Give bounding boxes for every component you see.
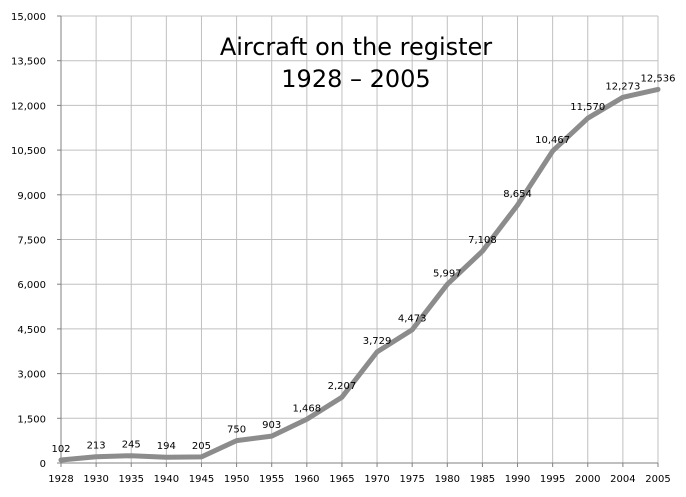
- x-tick-label: 1940: [154, 474, 179, 485]
- x-tick-label: 1965: [329, 474, 354, 485]
- data-label: 7,108: [468, 235, 497, 246]
- data-label: 2,207: [328, 381, 357, 392]
- chart-title: Aircraft on the register: [220, 33, 492, 61]
- x-tick-label: 1990: [505, 474, 530, 485]
- data-label: 750: [227, 425, 246, 436]
- y-tick-label: 1,500: [17, 414, 46, 425]
- x-tick-label: 1970: [364, 474, 389, 485]
- data-label: 102: [51, 444, 70, 455]
- axes: [57, 15, 659, 467]
- y-tick-label: 13,500: [11, 57, 46, 68]
- x-tick-label: 1985: [470, 474, 495, 485]
- x-tick-label: 1960: [294, 474, 319, 485]
- y-tick-labels: 0 1,500 3,000 4,500 6,000 7,500 9,000 10,500 12,…: [11, 12, 46, 470]
- y-tick-label: 7,500: [17, 236, 46, 247]
- x-tick-label: 1975: [399, 474, 424, 485]
- data-label: 12,536: [641, 73, 676, 84]
- data-label: 205: [192, 441, 211, 452]
- x-tick-label: 1955: [259, 474, 284, 485]
- x-tick-label: 2000: [575, 474, 600, 485]
- data-label: 245: [122, 440, 141, 451]
- x-tick-label: 1945: [189, 474, 214, 485]
- data-label: 4,473: [398, 314, 427, 325]
- data-label: 10,467: [535, 135, 570, 146]
- y-tick-label: 4,500: [17, 325, 46, 336]
- x-tick-label: 1950: [224, 474, 249, 485]
- data-labels: 102 213 245 194 205 750 903 1,468 2,207 3,729 4,47…: [51, 73, 675, 455]
- data-label: 12,273: [605, 81, 640, 92]
- x-tick-label: 1995: [540, 474, 565, 485]
- data-label: 194: [157, 441, 176, 452]
- y-tick-label: 6,000: [17, 280, 46, 291]
- y-tick-label: 0: [40, 459, 46, 470]
- x-tick-label: 1928: [48, 474, 73, 485]
- data-label: 1,468: [293, 403, 322, 414]
- series-line: [58, 86, 661, 463]
- x-tick-labels: 1928 1930 1935 1940 1945 1950 1955 1960 1965 1970…: [48, 474, 670, 485]
- y-tick-label: 15,000: [11, 12, 46, 23]
- data-label: 3,729: [363, 336, 392, 347]
- data-label: 5,997: [433, 268, 462, 279]
- x-tick-label: 2004: [610, 474, 635, 485]
- x-tick-label: 1980: [435, 474, 460, 485]
- data-label: 903: [262, 420, 281, 431]
- x-tick-label: 1935: [119, 474, 144, 485]
- y-tick-label: 12,000: [11, 101, 46, 112]
- y-tick-label: 10,500: [11, 146, 46, 157]
- x-tick-label: 2005: [645, 474, 670, 485]
- x-tick-label: 1930: [83, 474, 108, 485]
- y-tick-label: 3,000: [17, 370, 46, 381]
- data-label: 8,654: [503, 189, 532, 200]
- data-label: 11,570: [570, 102, 605, 113]
- data-label: 213: [87, 441, 106, 452]
- chart-subtitle: 1928 – 2005: [281, 65, 430, 93]
- y-tick-label: 9,000: [17, 191, 46, 202]
- series-group: [58, 86, 661, 463]
